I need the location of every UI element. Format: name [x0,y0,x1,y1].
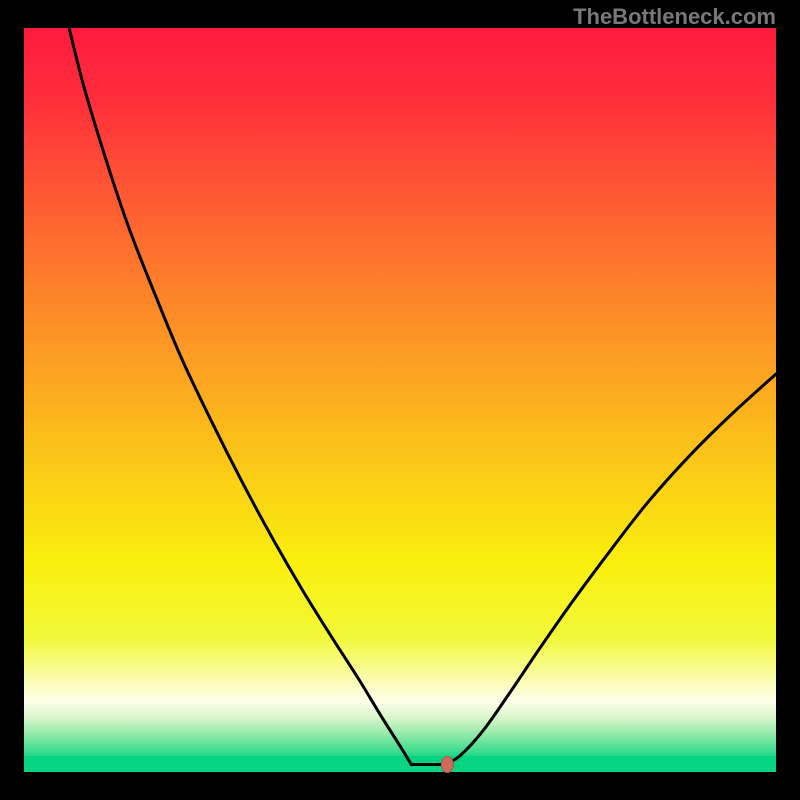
green-band [24,756,776,772]
chart-frame: { "canvas": { "width": 800, "height": 80… [0,0,800,800]
gradient-background [24,28,776,772]
watermark-text: TheBottleneck.com [573,4,776,30]
chart-svg [0,0,800,800]
optimum-marker [441,757,453,773]
